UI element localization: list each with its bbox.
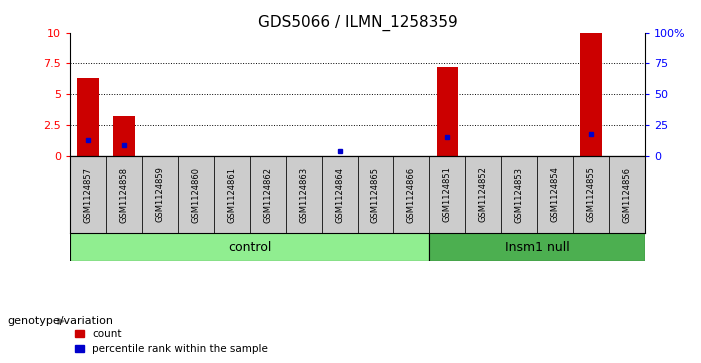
Bar: [573, 156, 609, 233]
Bar: [501, 156, 537, 233]
Text: GSM1124852: GSM1124852: [479, 167, 488, 223]
Text: GSM1124859: GSM1124859: [156, 167, 165, 223]
Bar: [437, 67, 458, 156]
Bar: [322, 156, 358, 233]
Text: control: control: [228, 241, 271, 254]
Bar: [214, 156, 250, 233]
Bar: [114, 117, 135, 156]
Text: GSM1124857: GSM1124857: [83, 167, 93, 223]
Bar: [178, 156, 214, 233]
Bar: [537, 156, 573, 233]
Bar: [106, 156, 142, 233]
Bar: [286, 156, 322, 233]
Bar: [580, 33, 602, 156]
Bar: [250, 156, 286, 233]
Bar: [430, 233, 645, 261]
Bar: [609, 156, 645, 233]
Text: GSM1124851: GSM1124851: [443, 167, 452, 223]
Bar: [393, 156, 429, 233]
Bar: [70, 156, 106, 233]
Bar: [77, 78, 99, 156]
Text: Insm1 null: Insm1 null: [505, 241, 569, 254]
Text: GSM1124863: GSM1124863: [299, 167, 308, 223]
Bar: [70, 233, 430, 261]
Bar: [142, 156, 178, 233]
Text: GSM1124861: GSM1124861: [227, 167, 236, 223]
Text: GSM1124862: GSM1124862: [263, 167, 272, 223]
Text: GSM1124854: GSM1124854: [550, 167, 559, 223]
Text: GSM1124853: GSM1124853: [515, 167, 524, 223]
Text: GSM1124866: GSM1124866: [407, 167, 416, 223]
Legend: count, percentile rank within the sample: count, percentile rank within the sample: [75, 329, 268, 354]
Bar: [465, 156, 501, 233]
Bar: [430, 156, 465, 233]
Bar: [358, 156, 393, 233]
Text: genotype/variation: genotype/variation: [7, 316, 113, 326]
Text: GSM1124856: GSM1124856: [622, 167, 632, 223]
Text: GSM1124865: GSM1124865: [371, 167, 380, 223]
Text: GSM1124860: GSM1124860: [191, 167, 200, 223]
Text: GSM1124858: GSM1124858: [119, 167, 128, 223]
Text: GSM1124855: GSM1124855: [587, 167, 596, 223]
Title: GDS5066 / ILMN_1258359: GDS5066 / ILMN_1258359: [258, 15, 457, 31]
Text: GSM1124864: GSM1124864: [335, 167, 344, 223]
